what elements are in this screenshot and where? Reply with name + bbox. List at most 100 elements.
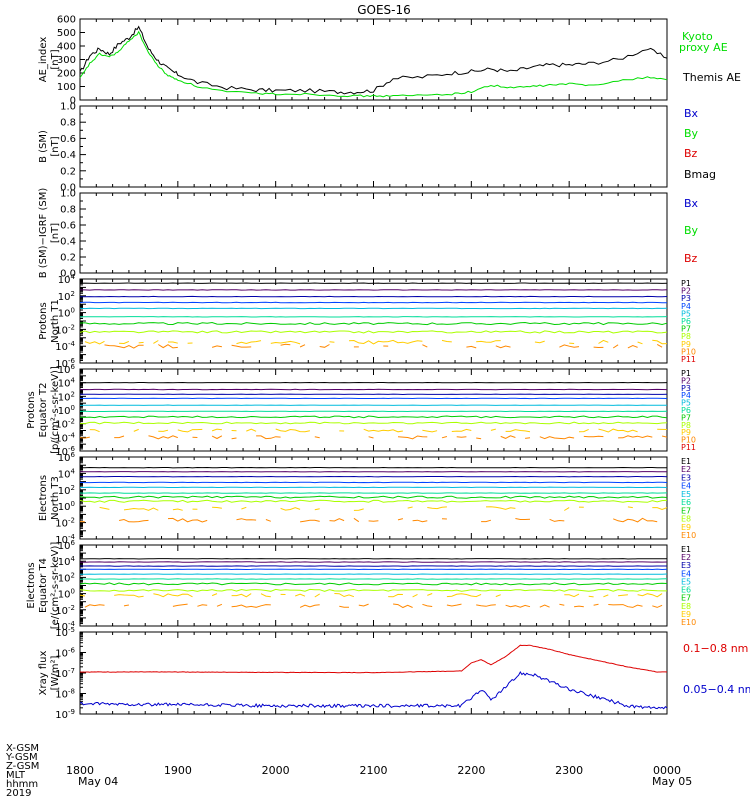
flux-series-9: [246, 428, 257, 432]
flux-series-9: [329, 341, 335, 343]
flux-series-9: [168, 341, 178, 344]
flux-series-10: [652, 604, 663, 608]
ae-ytick-label: 300: [57, 55, 76, 66]
legend-e6: E6: [681, 498, 691, 507]
b-ytick-label: 0.6: [60, 221, 76, 232]
flux-series-9: [236, 340, 262, 345]
b-ytick-label: 0.8: [60, 205, 76, 216]
flux-series-9: [427, 593, 433, 596]
legend-e4: E4: [681, 482, 691, 491]
legend-p4: P4: [681, 302, 691, 311]
flux-series-10: [525, 437, 531, 439]
flux-series-9: [89, 429, 100, 433]
flux-series-10: [299, 344, 306, 348]
flux-ytick-label: 10-4: [55, 340, 75, 353]
flux-series-10: [172, 603, 188, 607]
flux-ytick-label: 106: [58, 539, 76, 552]
flux-series-10: [114, 435, 125, 439]
x-row-label-mlt: MLT: [6, 770, 26, 781]
flux-series-9: [84, 340, 105, 345]
flux-series-9: [564, 507, 570, 511]
flux-series-10: [515, 518, 531, 520]
flux-ytick-label: 10-2: [55, 517, 75, 530]
legend-p9: P9: [681, 428, 691, 437]
flux-series-10: [559, 344, 580, 348]
b-ytick-label: 0.6: [60, 134, 76, 145]
flux-ytick-label: 102: [58, 571, 75, 584]
flux-series-9: [598, 428, 638, 433]
flux-series-9: [79, 594, 85, 597]
legend-p1: P1: [681, 369, 691, 378]
flux-ylabel-6-1: Equator T4: [38, 558, 49, 613]
ae-ytick-label: 500: [57, 28, 76, 39]
legend-e5: E5: [681, 490, 691, 499]
xray-ytick-label: 10-7: [55, 667, 75, 680]
flux-series-9: [578, 428, 589, 433]
flux-series-10: [211, 435, 223, 440]
flux-series-10: [608, 604, 643, 608]
b-ylabel-2-0: B (SM)−IGRF (SM): [38, 188, 49, 279]
flux-ytick-label: 10-4: [55, 533, 75, 546]
flux-series-9: [177, 428, 203, 433]
legend-e1: E1: [681, 457, 691, 466]
x-row-label-year: 2019: [6, 788, 31, 799]
legend-xray-long: 0.1−0.8 nm: [683, 642, 748, 655]
flux-series-9: [334, 593, 355, 598]
legend-e9: E9: [681, 523, 691, 532]
ae-ytick-label: 400: [57, 42, 76, 53]
flux-series-10: [158, 344, 178, 349]
b-ytick-label: 0.4: [60, 237, 76, 248]
flux-series-10: [231, 437, 237, 440]
flux-series-10: [574, 605, 584, 608]
b-ylabel-1-1: [nT]: [50, 136, 61, 156]
legend-e6: E6: [681, 586, 691, 595]
legend-e4: E4: [681, 569, 691, 578]
flux-series-7: [79, 415, 668, 419]
flux-series-9: [153, 340, 159, 344]
flux-series-10: [314, 436, 320, 439]
flux-series-10: [119, 518, 149, 523]
flux-series-9: [260, 593, 271, 598]
legend-by: By: [684, 127, 699, 140]
flux-series-9: [133, 428, 139, 432]
flux-ytick-label: 104: [58, 273, 76, 286]
flux-series-7: [79, 582, 668, 586]
legend-e3: E3: [681, 473, 691, 482]
flux-series-9: [495, 594, 501, 598]
flux-series-9: [270, 340, 301, 345]
flux-ylabel-4-1: Equator T2: [38, 383, 49, 438]
flux-series-9: [588, 595, 594, 598]
flux-series-10: [148, 435, 178, 440]
legend-p6: P6: [681, 317, 691, 326]
b-ytick-label: 0.2: [60, 253, 76, 264]
flux-series-9: [172, 508, 183, 511]
legend-p8: P8: [681, 332, 691, 341]
flux-ytick-label: 10-2: [55, 604, 75, 617]
x-row-label-y-gsm: Y-GSM: [5, 752, 38, 763]
x-row-label-x-gsm: X-GSM: [6, 743, 39, 754]
flux-series-8: [80, 421, 668, 425]
legend-e7: E7: [681, 506, 691, 515]
flux-series-10: [549, 518, 565, 522]
flux-series-10: [495, 345, 511, 349]
flux-series-10: [300, 519, 320, 523]
x-tick-label-2100: 2100: [360, 764, 388, 777]
flux-series-9: [211, 428, 222, 432]
legend-p10: P10: [681, 347, 696, 356]
legend-e9: E9: [681, 610, 691, 619]
flux-series-10: [456, 436, 467, 438]
flux-series-10: [216, 603, 223, 607]
flux-ytick-label: 102: [58, 484, 75, 497]
flux-series-10: [231, 344, 252, 348]
b-ytick-label: 0.0: [60, 269, 76, 280]
x-tick-label-2000: 2000: [262, 764, 290, 777]
ae-ylabel-1: [nT]: [50, 49, 61, 69]
flux-series-10: [280, 343, 291, 346]
flux-ylabel-4-0: Protons: [26, 391, 37, 428]
ae-series-kyoto: [79, 30, 668, 98]
flux-series-9: [603, 594, 609, 598]
flux-ylabel-3-0: Protons: [38, 302, 49, 339]
flux-series-10: [339, 605, 349, 608]
xray-ylabel-0: Xray flux: [38, 651, 49, 696]
